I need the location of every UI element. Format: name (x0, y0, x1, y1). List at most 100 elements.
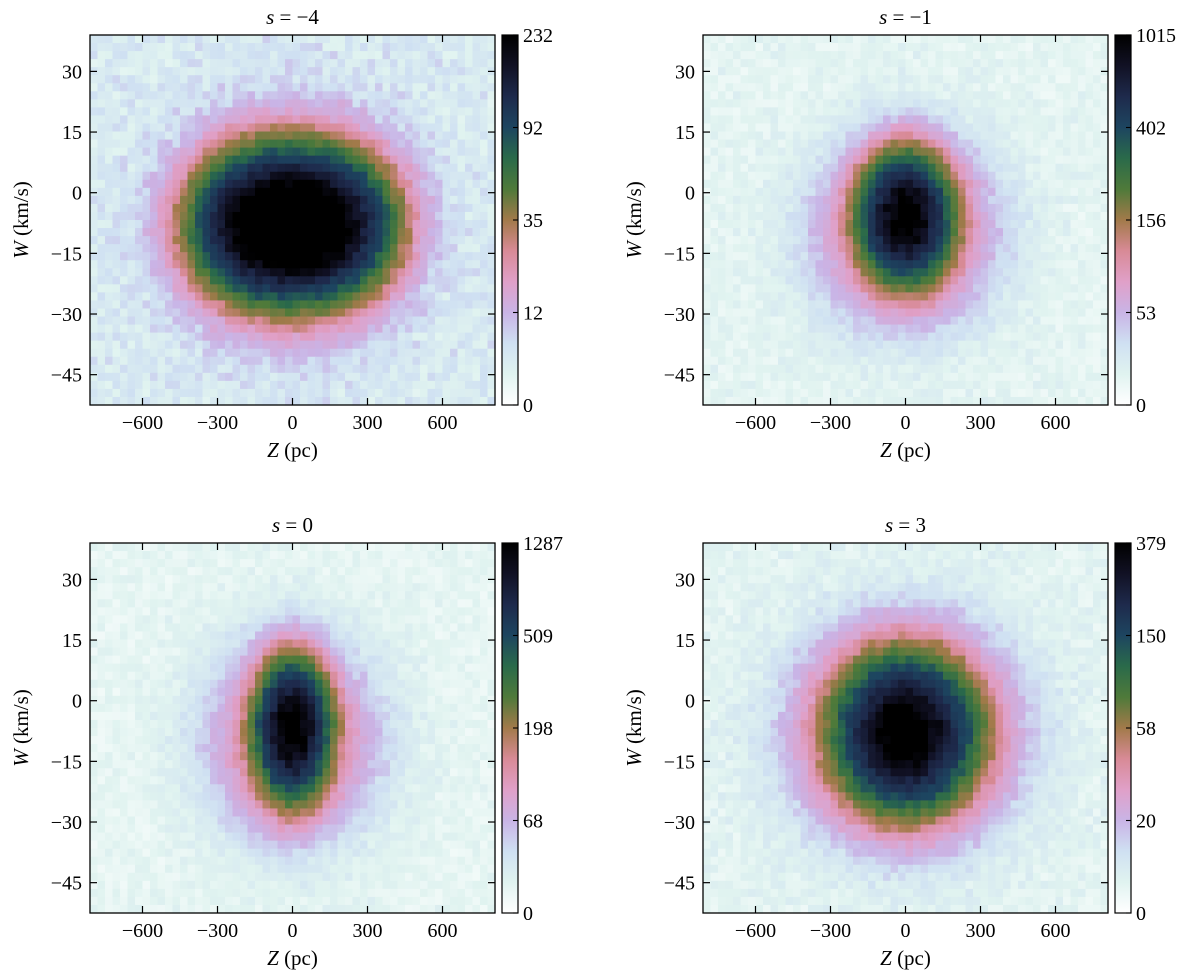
heatmap-cell (172, 268, 181, 277)
heatmap-cell (718, 99, 727, 108)
heatmap-cell (270, 276, 279, 285)
heatmap-cell (890, 195, 899, 205)
heatmap-cell (307, 284, 316, 293)
heatmap-cell (1040, 155, 1049, 165)
heatmap-cell (172, 332, 181, 342)
heatmap-cell (142, 244, 151, 253)
heatmap-cell (860, 364, 869, 374)
heatmap-cell (808, 75, 817, 84)
colorbar-tick-label: 0 (523, 395, 533, 417)
heatmap-cell (800, 35, 809, 44)
heatmap-cell (875, 187, 884, 197)
heatmap-cell (793, 252, 802, 261)
heatmap-cell (1063, 99, 1072, 108)
heatmap-cell (120, 59, 129, 68)
heatmap-cell (367, 115, 376, 125)
heatmap-cell (1040, 187, 1049, 197)
heatmap-cell (420, 292, 429, 302)
heatmap-cell (397, 388, 406, 398)
heatmap-cell (913, 43, 922, 52)
heatmap-cell (322, 332, 331, 342)
heatmap-cell (763, 35, 772, 44)
heatmap-cell (450, 260, 459, 269)
heatmap-cell (345, 236, 354, 245)
heatmap-cell (202, 332, 211, 342)
heatmap-cell (1063, 380, 1072, 390)
heatmap-cell (868, 260, 877, 269)
heatmap-cell (97, 324, 106, 334)
heatmap-cell (785, 284, 794, 293)
heatmap-cell (1040, 163, 1049, 173)
heatmap-cell (142, 179, 151, 189)
heatmap-cell (277, 228, 286, 237)
heatmap-cell (225, 67, 234, 76)
heatmap-cell (472, 187, 481, 197)
heatmap-cell (285, 260, 294, 269)
heatmap-cell (202, 228, 211, 237)
heatmap-cell (950, 179, 959, 189)
heatmap-cell (442, 67, 451, 76)
heatmap-cell (830, 115, 839, 125)
heatmap-cell (830, 356, 839, 366)
y-tick-label: 15 (62, 122, 82, 144)
heatmap-cell (718, 107, 727, 117)
heatmap-cell (480, 316, 489, 326)
heatmap-cell (150, 284, 159, 293)
heatmap-cell (480, 324, 489, 334)
heatmap-cell (785, 316, 794, 326)
heatmap-cell (135, 332, 144, 342)
heatmap-cell (1048, 139, 1057, 149)
heatmap-cell (823, 380, 832, 390)
heatmap-cell (1055, 276, 1064, 285)
heatmap-cell (703, 163, 712, 173)
heatmap-cell (262, 187, 271, 197)
heatmap-cell (202, 220, 211, 229)
heatmap-cell (995, 171, 1004, 181)
heatmap-cell (928, 99, 937, 108)
heatmap-cell (1025, 228, 1034, 237)
heatmap-cell (427, 59, 436, 68)
heatmap-cell (883, 228, 892, 237)
heatmap-cell (210, 35, 219, 44)
heatmap-cell (943, 115, 952, 125)
heatmap-cell (472, 348, 481, 358)
heatmap-cell (367, 300, 376, 310)
heatmap-cell (375, 348, 384, 358)
heatmap-cell (755, 228, 764, 237)
heatmap-cell (390, 59, 399, 68)
panel-title: s = −4 (266, 5, 319, 29)
heatmap-cell (247, 316, 256, 326)
heatmap-cell (300, 195, 309, 205)
heatmap-cell (315, 147, 324, 157)
heatmap-cell (733, 195, 742, 205)
heatmap-cell (465, 332, 474, 342)
heatmap-cell (755, 292, 764, 302)
heatmap-cell (965, 115, 974, 125)
heatmap-cell (710, 252, 719, 261)
heatmap-cell (285, 324, 294, 334)
heatmap-cell (950, 388, 959, 398)
heatmap-cell (472, 43, 481, 52)
heatmap-cell (928, 123, 937, 133)
heatmap-cell (875, 179, 884, 189)
heatmap-cell (943, 75, 952, 84)
heatmap-cell (382, 348, 391, 358)
heatmap-cell (755, 115, 764, 125)
heatmap-cell (150, 396, 159, 406)
heatmap-cell (988, 332, 997, 342)
heatmap-cell (382, 139, 391, 149)
heatmap-cell (262, 99, 271, 108)
heatmap-cell (905, 171, 914, 181)
heatmap-cell (127, 123, 136, 133)
heatmap-cell (112, 107, 121, 117)
heatmap-cell (375, 268, 384, 277)
heatmap-cell (958, 67, 967, 76)
heatmap-cell (1040, 147, 1049, 157)
heatmap-cell (285, 396, 294, 406)
heatmap-cell (270, 252, 279, 261)
heatmap-cell (427, 115, 436, 125)
heatmap-cell (157, 228, 166, 237)
heatmap-cell (1063, 75, 1072, 84)
heatmap-cell (1018, 211, 1027, 221)
heatmap-cell (920, 43, 929, 52)
